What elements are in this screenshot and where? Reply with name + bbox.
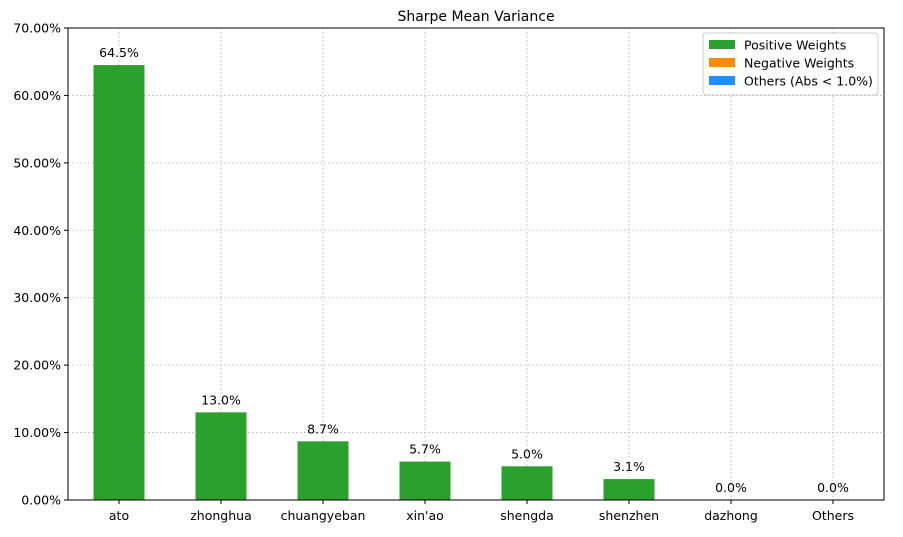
bar — [297, 441, 349, 500]
data-labels: 64.5% 13.0% 8.7% 5.7% 5.0% 3.1% 0.0% 0.0% — [99, 45, 849, 495]
y-tick-label: 60.00% — [13, 88, 61, 103]
x-tick-label: dazhong — [704, 508, 758, 523]
y-tick-label: 30.00% — [13, 290, 61, 305]
data-label: 0.0% — [817, 480, 849, 495]
y-tick-label: 70.00% — [13, 21, 61, 36]
data-label: 0.0% — [715, 480, 747, 495]
bar — [501, 466, 553, 500]
y-tick-label: 20.00% — [13, 358, 61, 373]
data-label: 13.0% — [201, 392, 241, 407]
x-tick-label: ato — [109, 508, 129, 523]
y-tick-label: 10.00% — [13, 425, 61, 440]
legend: Positive Weights Negative Weights Others (… — [702, 32, 879, 96]
data-label: 3.1% — [613, 459, 645, 474]
x-tick-label: chuangyeban — [281, 508, 366, 523]
legend-swatch — [709, 58, 735, 67]
legend-label: Positive Weights — [744, 38, 846, 53]
data-label: 5.0% — [511, 446, 543, 461]
plot-frame — [67, 27, 885, 501]
y-axis: 0.00% 10.00% 20.00% 30.00% 40.00% 50.00% 60.00… — [13, 21, 68, 508]
legend-box — [702, 32, 879, 96]
x-tick-label: zhonghua — [190, 508, 252, 523]
chart-title: Sharpe Mean Variance — [397, 9, 554, 25]
data-label: 64.5% — [99, 45, 139, 60]
legend-label: Others (Abs < 1.0%) — [744, 74, 873, 89]
y-tick-label: 40.00% — [13, 223, 61, 238]
data-label: 8.7% — [307, 421, 339, 436]
bar — [603, 479, 655, 500]
bar — [399, 461, 451, 500]
x-axis: ato zhonghua chuangyeban xin'ao shengda shenz… — [109, 500, 854, 523]
legend-swatch — [709, 76, 735, 85]
y-tick-label: 0.00% — [21, 493, 61, 508]
legend-swatch — [709, 40, 735, 49]
legend-label: Negative Weights — [744, 56, 854, 71]
x-tick-label: shenzhen — [599, 508, 659, 523]
x-tick-label: xin'ao — [406, 508, 444, 523]
bar — [93, 65, 145, 500]
bar — [195, 412, 247, 500]
x-tick-label: shengda — [500, 508, 554, 523]
y-tick-label: 50.00% — [13, 155, 61, 170]
grid — [68, 27, 884, 501]
data-label: 5.7% — [409, 442, 441, 457]
x-tick-label: Others — [812, 508, 854, 523]
bars — [93, 65, 655, 500]
